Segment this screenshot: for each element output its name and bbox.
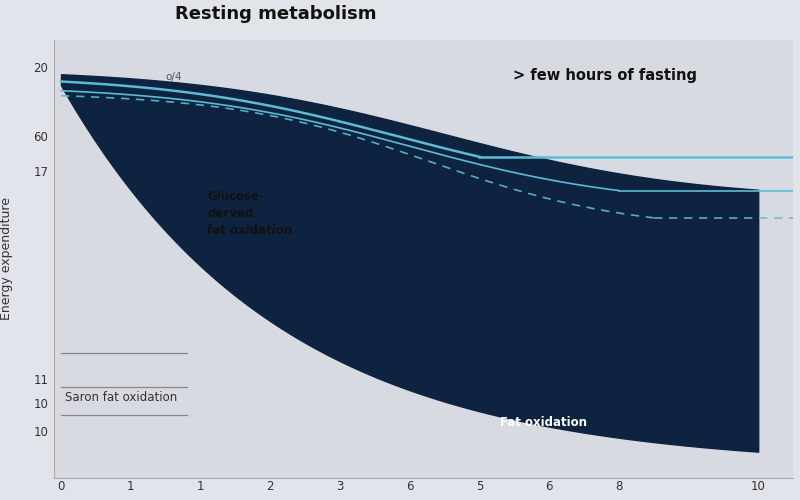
Text: 1: 1 [197, 480, 204, 494]
Text: > few hours of fasting: > few hours of fasting [513, 68, 697, 83]
Text: Saron fat oxidation: Saron fat oxidation [65, 392, 177, 404]
Text: 8: 8 [615, 480, 622, 494]
Text: Resting metabolism: Resting metabolism [175, 5, 377, 23]
Text: 20: 20 [34, 62, 49, 74]
Text: 0: 0 [58, 480, 65, 494]
Text: 2: 2 [266, 480, 274, 494]
Text: 60: 60 [34, 131, 49, 144]
Text: o/4: o/4 [165, 72, 182, 82]
Text: 10: 10 [750, 480, 766, 494]
Text: 5: 5 [476, 480, 483, 494]
Text: 10: 10 [34, 426, 49, 439]
Text: 1: 1 [127, 480, 134, 494]
Text: Energy expenditure: Energy expenditure [0, 198, 14, 320]
Text: 6: 6 [406, 480, 414, 494]
Text: 3: 3 [336, 480, 343, 494]
Text: 11: 11 [34, 374, 49, 387]
Text: Fat oxidation: Fat oxidation [500, 416, 587, 428]
Text: 6: 6 [546, 480, 553, 494]
Text: 10: 10 [34, 398, 49, 411]
Text: 17: 17 [34, 166, 49, 178]
Text: Glucose-
derved
fat oxidation: Glucose- derved fat oxidation [207, 190, 293, 238]
